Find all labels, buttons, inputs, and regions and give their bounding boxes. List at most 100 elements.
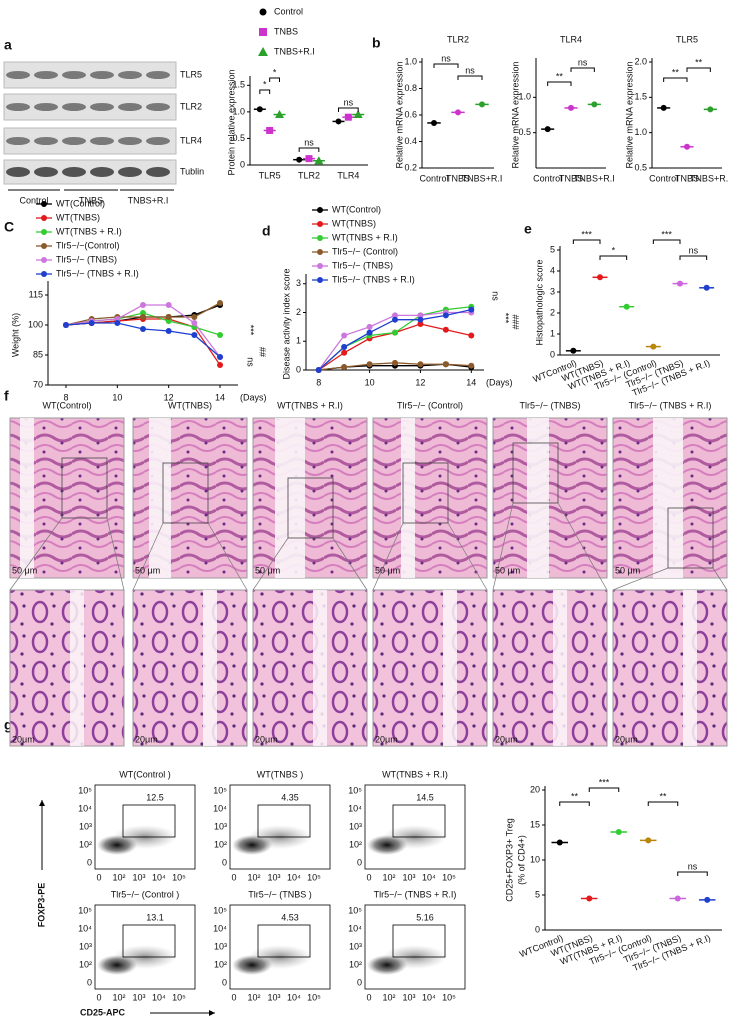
zoom-connector	[132, 522, 164, 591]
y-tick-label: 0	[240, 159, 245, 169]
flow-y-tick-label: 10²	[79, 959, 92, 969]
blot-band	[146, 167, 170, 177]
marker	[315, 367, 322, 373]
gate	[122, 924, 176, 958]
marker	[341, 344, 348, 350]
gate	[392, 924, 446, 958]
y-tick-label: 1.0	[518, 92, 531, 102]
flow-y-tick-label: 10⁵	[213, 905, 227, 915]
flow-y-tick-label: 10⁴	[213, 923, 227, 933]
scale-bar-label: 20μm	[12, 734, 35, 744]
blot-group-label: TNBS	[79, 195, 103, 205]
histology-column-label: Tlr5−/− (TNBS)	[519, 400, 580, 410]
histology-column-label: Tlr5−/− (Control)	[397, 400, 463, 410]
significance-bracket	[599, 255, 628, 260]
blot-band	[146, 103, 170, 111]
flow-x-tick-label: 10⁵	[442, 992, 456, 1002]
y-axis-label: Protein relative expression	[226, 69, 236, 175]
blot-band	[6, 167, 30, 177]
flow-title: WT(TNBS + R.I)	[382, 769, 448, 779]
flow-x-tick-label: 10²	[247, 872, 260, 882]
flow-y-tick-label: 10⁵	[348, 905, 362, 915]
legend-symbol	[317, 207, 323, 213]
significance-label: ns	[344, 97, 354, 107]
histology-image	[252, 417, 368, 579]
marker	[650, 343, 657, 350]
marker	[165, 314, 172, 320]
marker	[275, 110, 284, 119]
marker	[140, 302, 146, 308]
histology-zoom-image	[492, 589, 608, 747]
zoom-box	[512, 442, 559, 504]
blot-band	[62, 71, 86, 79]
flow-y-tick-label: 10³	[79, 941, 92, 951]
histology-lumen	[313, 590, 327, 746]
x-tick-label: 12	[164, 392, 174, 402]
flow-x-tick-label: 10²	[382, 872, 395, 882]
gate-percentage: 4.53	[281, 912, 299, 922]
marker	[623, 303, 630, 310]
y-tick-label: 0.2	[404, 162, 417, 172]
chart-title: TLR2	[447, 34, 469, 44]
flow-x-tick-label: 10²	[112, 992, 125, 1002]
gate-percentage: 13.1	[146, 912, 164, 922]
blot-band	[6, 137, 30, 145]
histology-lumen	[20, 418, 34, 578]
blot-band	[118, 137, 142, 145]
y-tick-label: 100	[28, 319, 43, 329]
y-tick-label: 20	[530, 784, 540, 794]
legend-symbol	[258, 47, 268, 56]
marker	[191, 320, 198, 326]
legend-label: WT(TNBS + R.I)	[56, 226, 122, 236]
blot-band	[62, 137, 86, 145]
zoom-connector	[106, 517, 125, 591]
significance-label: ***	[246, 325, 256, 336]
marker	[645, 837, 652, 844]
x-tick-label: TLR2	[298, 170, 320, 180]
blot-band	[90, 137, 114, 145]
marker	[392, 359, 398, 366]
histology-lumen	[203, 590, 217, 746]
x-tick-label: 14	[215, 392, 225, 402]
significance-bracket	[570, 67, 595, 72]
blot-group-label: TNBS+R.I	[128, 195, 169, 205]
y-tick-label: 1.0	[232, 106, 245, 116]
histology-zoom-image	[372, 589, 488, 747]
flow-y-tick-label: 10⁵	[78, 785, 92, 795]
significance-label: **	[571, 791, 579, 801]
blot-band	[146, 137, 170, 145]
blot-band	[90, 71, 114, 79]
zoom-connector	[447, 522, 488, 591]
histology-column-label: WT(TNBS)	[168, 400, 212, 410]
marker	[341, 332, 348, 339]
marker	[707, 106, 714, 113]
marker	[703, 284, 710, 291]
flow-x-tick-label: 10³	[132, 872, 145, 882]
blot-band-label: TLR2	[180, 101, 202, 111]
flow-title: Tlr5−/− (TNBS )	[248, 889, 312, 899]
flow-x-tick-label: 0	[96, 872, 101, 882]
gate	[122, 804, 176, 838]
flow-y-tick-label: 0	[222, 857, 227, 867]
y-tick-label: 0.6	[404, 109, 417, 119]
histology-lumen	[70, 590, 84, 746]
histology-zoom-image	[252, 589, 368, 747]
significance-label: ns	[441, 53, 451, 63]
x-tick-label: TNBS	[446, 173, 470, 183]
histology-zoom-image	[9, 589, 125, 747]
gate-percentage: 5.16	[416, 912, 434, 922]
blot-band	[62, 167, 86, 177]
marker	[256, 106, 263, 113]
flow-y-tick-label: 0	[357, 977, 362, 987]
flow-y-tick-label: 10²	[349, 839, 362, 849]
marker	[442, 361, 449, 368]
flow-y-tick-label: 10⁴	[348, 923, 362, 933]
flow-y-axis-label: FOXP3-PE	[36, 883, 46, 928]
histology-lumen	[149, 418, 171, 578]
y-tick-label: 0.8	[404, 83, 417, 93]
panel-label: g	[4, 717, 13, 733]
legend-symbol	[317, 263, 323, 269]
legend-label: WT(TNBS)	[56, 212, 100, 222]
flow-x-tick-label: 10⁴	[422, 992, 436, 1002]
scale-bar-label: 50 μm	[495, 565, 520, 575]
